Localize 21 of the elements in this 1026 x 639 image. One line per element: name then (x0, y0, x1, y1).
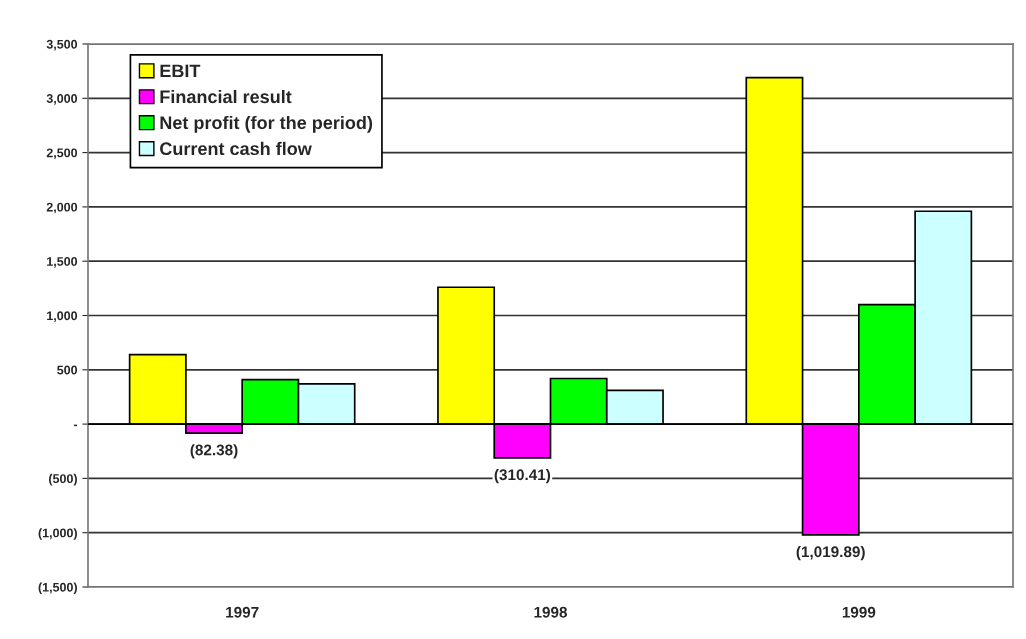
y-tick-label: 2,000 (46, 202, 78, 214)
legend-label: Financial result (160, 89, 292, 104)
data-label: (1,019.89) (796, 545, 865, 561)
data-label: (310.41) (494, 468, 551, 484)
y-tick-label: - (73, 424, 78, 427)
legend-label: Net profit (for the period) (160, 115, 373, 133)
legend-label: Current cash flow (160, 141, 312, 156)
y-tick-label: 3,000 (46, 94, 78, 105)
y-tick-label: 1,000 (47, 311, 78, 322)
data-label: (82.38) (190, 444, 238, 459)
y-tick-label: 3,500 (46, 39, 78, 51)
y-tick-label: (500) (49, 473, 77, 486)
y-tick-label: 1,500 (47, 257, 78, 268)
x-tick-label: 1999 (842, 606, 876, 618)
y-tick-label: 500 (57, 365, 78, 375)
y-tick-label: (1,500) (38, 582, 77, 595)
x-tick-label: 1997 (226, 606, 259, 618)
x-tick-label: 1998 (534, 606, 568, 618)
y-tick-label: 2,500 (46, 148, 78, 160)
y-tick-label: (1,000) (38, 528, 77, 540)
legend-label: EBIT (160, 64, 201, 78)
